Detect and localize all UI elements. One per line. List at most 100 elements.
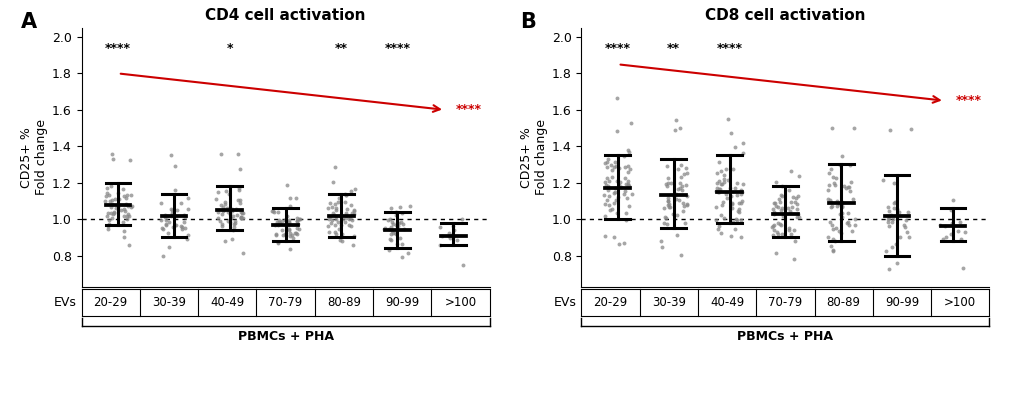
Point <box>672 125 688 131</box>
Point <box>264 208 280 214</box>
Point <box>288 218 305 224</box>
Point <box>615 240 632 246</box>
Point <box>444 223 461 230</box>
Point <box>820 181 837 188</box>
Point <box>433 233 449 240</box>
Point <box>431 242 447 248</box>
Text: ****: **** <box>715 43 742 55</box>
Point <box>443 232 460 238</box>
Point <box>671 185 687 191</box>
Point <box>732 200 748 207</box>
Point <box>388 221 405 228</box>
Point <box>888 260 904 266</box>
Point <box>320 216 336 222</box>
Point <box>723 201 740 207</box>
Point <box>343 217 360 223</box>
Point <box>101 220 117 227</box>
Point <box>949 228 965 234</box>
Point <box>667 117 684 123</box>
Point <box>213 223 229 230</box>
Point <box>880 222 897 229</box>
Point <box>819 234 836 240</box>
Point <box>936 233 953 240</box>
Point <box>671 197 687 204</box>
Point <box>827 175 844 181</box>
Point <box>602 161 619 168</box>
Point <box>113 207 129 213</box>
Point <box>660 203 677 210</box>
Point <box>100 223 116 229</box>
Point <box>441 235 458 241</box>
Point <box>101 192 117 198</box>
Point <box>272 220 288 226</box>
Text: 30-39: 30-39 <box>152 296 185 309</box>
Point <box>821 197 838 203</box>
Point <box>288 225 305 231</box>
Point <box>326 164 342 170</box>
Point <box>116 208 132 214</box>
Point <box>892 234 908 240</box>
Point <box>325 212 341 218</box>
Point <box>781 187 797 193</box>
Point <box>734 149 750 156</box>
Point <box>714 179 731 185</box>
Point <box>214 207 230 214</box>
Point <box>614 153 631 159</box>
Point <box>659 198 676 204</box>
Point <box>833 214 849 220</box>
Point <box>827 224 844 231</box>
Point <box>878 219 895 225</box>
Point <box>176 219 193 225</box>
Point <box>345 211 362 217</box>
Point <box>769 231 786 238</box>
Point <box>268 232 284 238</box>
Point <box>212 218 228 224</box>
Point <box>152 217 168 224</box>
Point <box>382 236 398 242</box>
Point <box>288 215 305 222</box>
Point <box>784 193 800 200</box>
Point <box>230 185 247 191</box>
Point <box>158 222 174 228</box>
Point <box>707 187 723 194</box>
Point <box>710 222 727 229</box>
Point <box>330 225 346 232</box>
Point <box>881 127 898 133</box>
Point <box>620 183 636 189</box>
Point <box>842 179 858 185</box>
Point <box>931 222 948 228</box>
Point <box>622 166 638 172</box>
Point <box>103 209 119 216</box>
Point <box>657 215 674 221</box>
Point <box>345 207 362 214</box>
Point <box>603 174 620 180</box>
Point <box>725 219 741 225</box>
Point <box>274 217 290 224</box>
Point <box>234 210 251 216</box>
Point <box>659 174 676 181</box>
Point <box>781 227 797 234</box>
Point <box>117 195 133 202</box>
Point <box>596 200 612 207</box>
Point <box>163 152 179 158</box>
Point <box>111 196 127 202</box>
Point <box>387 212 404 219</box>
Point <box>612 183 629 190</box>
Point <box>342 215 359 221</box>
Point <box>763 231 780 238</box>
Point <box>673 252 689 258</box>
Point <box>942 207 958 213</box>
Point <box>233 209 250 215</box>
Point <box>441 230 458 236</box>
Point <box>730 209 746 215</box>
Point <box>265 208 281 215</box>
Point <box>790 172 806 179</box>
Point <box>216 199 232 205</box>
Point <box>664 211 681 217</box>
Point <box>222 219 238 225</box>
Point <box>677 181 693 188</box>
Point <box>164 212 180 218</box>
Point <box>105 211 121 218</box>
Point <box>676 203 692 209</box>
Point <box>233 209 250 216</box>
